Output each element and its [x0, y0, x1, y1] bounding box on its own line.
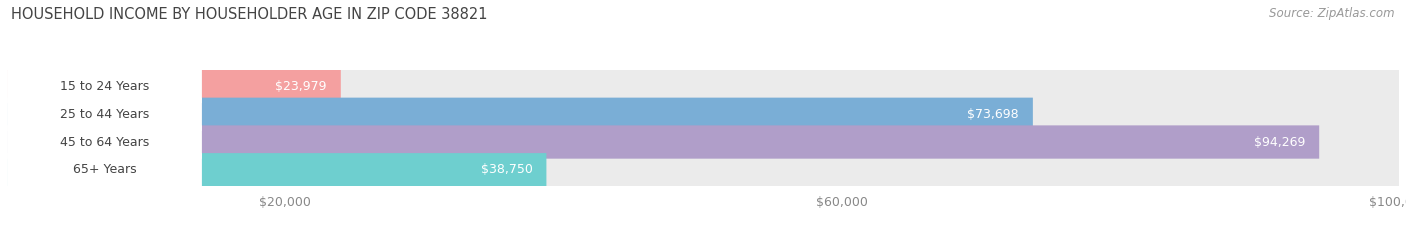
FancyBboxPatch shape	[7, 125, 1399, 159]
Text: 25 to 44 Years: 25 to 44 Years	[60, 108, 149, 121]
Text: HOUSEHOLD INCOME BY HOUSEHOLDER AGE IN ZIP CODE 38821: HOUSEHOLD INCOME BY HOUSEHOLDER AGE IN Z…	[11, 7, 488, 22]
Text: 45 to 64 Years: 45 to 64 Years	[60, 136, 149, 148]
Text: $73,698: $73,698	[967, 108, 1019, 121]
Text: $38,750: $38,750	[481, 163, 533, 176]
Text: 15 to 24 Years: 15 to 24 Years	[60, 80, 149, 93]
FancyBboxPatch shape	[7, 125, 202, 159]
Text: Source: ZipAtlas.com: Source: ZipAtlas.com	[1270, 7, 1395, 20]
FancyBboxPatch shape	[7, 70, 1399, 103]
Text: 65+ Years: 65+ Years	[73, 163, 136, 176]
FancyBboxPatch shape	[7, 153, 202, 186]
FancyBboxPatch shape	[7, 153, 1399, 186]
FancyBboxPatch shape	[7, 70, 340, 103]
FancyBboxPatch shape	[7, 125, 1319, 159]
FancyBboxPatch shape	[7, 98, 1399, 131]
Text: $94,269: $94,269	[1254, 136, 1305, 148]
FancyBboxPatch shape	[7, 98, 202, 131]
FancyBboxPatch shape	[7, 153, 547, 186]
FancyBboxPatch shape	[7, 98, 1033, 131]
Text: $23,979: $23,979	[276, 80, 326, 93]
FancyBboxPatch shape	[7, 70, 202, 103]
